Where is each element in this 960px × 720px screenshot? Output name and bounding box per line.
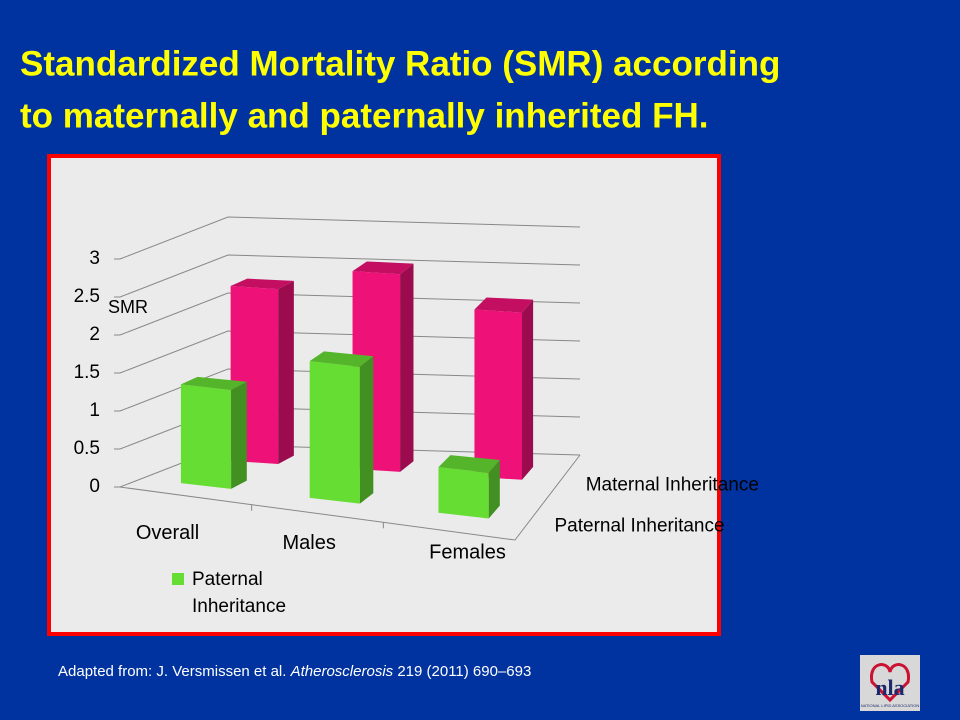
bar-top bbox=[180, 376, 247, 391]
bar-side bbox=[278, 280, 294, 464]
bar-top bbox=[230, 278, 294, 290]
slide-title: to maternally and paternally inherited F… bbox=[20, 96, 708, 135]
bar-top bbox=[474, 297, 534, 313]
logo-caption: NATIONAL LIPID ASSOCIATION bbox=[861, 703, 920, 708]
x-tick-label: Males bbox=[283, 532, 336, 554]
y-tick-label: 2.5 bbox=[74, 286, 100, 307]
depth-label: Maternal Inheritance bbox=[586, 475, 759, 496]
citation-journal: Atherosclerosis bbox=[290, 663, 394, 680]
y-tick-label: 3 bbox=[89, 248, 100, 269]
grid-line bbox=[119, 368, 581, 412]
plot: 0 0.5 1 1.5 2 2.5 3 SMR Overall Males Females Pater… bbox=[74, 216, 759, 617]
bar-side bbox=[400, 263, 414, 472]
depth-label: Paternal Inheritance bbox=[555, 516, 725, 537]
legend-label: Paternal Inheritance bbox=[192, 569, 286, 617]
x-tick-label: Females bbox=[429, 541, 506, 563]
bar-front bbox=[309, 361, 360, 504]
logo-text: nla bbox=[875, 675, 904, 700]
bar-front bbox=[474, 309, 523, 480]
bar-side bbox=[359, 356, 374, 504]
bar-front bbox=[180, 384, 232, 489]
x-tick-label: Overall bbox=[136, 522, 199, 544]
bar-side bbox=[231, 381, 247, 489]
bar-front bbox=[438, 467, 489, 519]
grid-line bbox=[119, 330, 581, 374]
y-tick-label: 2 bbox=[89, 324, 100, 345]
bar-side bbox=[522, 299, 534, 480]
bar-top bbox=[352, 261, 414, 275]
logo-heart bbox=[870, 663, 910, 703]
y-tick-label: 1 bbox=[89, 400, 100, 421]
y-tick-label: 0 bbox=[89, 476, 100, 497]
bar-side bbox=[488, 459, 500, 519]
y-axis-label: SMR bbox=[108, 297, 148, 317]
grid-line bbox=[119, 254, 581, 298]
slide-title: Standardized Mortality Ratio (SMR) accor… bbox=[20, 44, 780, 83]
citation-text: Adapted from: J. Versmissen et al. bbox=[58, 663, 291, 680]
legend-swatch bbox=[172, 573, 184, 585]
y-tick-label: 0.5 bbox=[74, 438, 100, 459]
bar-top bbox=[309, 351, 374, 367]
citation: Adapted from: J. Versmissen et al. Ather… bbox=[58, 663, 531, 680]
grid-line bbox=[119, 216, 581, 260]
y-tick-label: 1.5 bbox=[74, 362, 100, 383]
citation-text: 219 (2011) 690–693 bbox=[393, 663, 531, 680]
grid-line bbox=[119, 292, 581, 336]
bar-top bbox=[438, 455, 500, 473]
